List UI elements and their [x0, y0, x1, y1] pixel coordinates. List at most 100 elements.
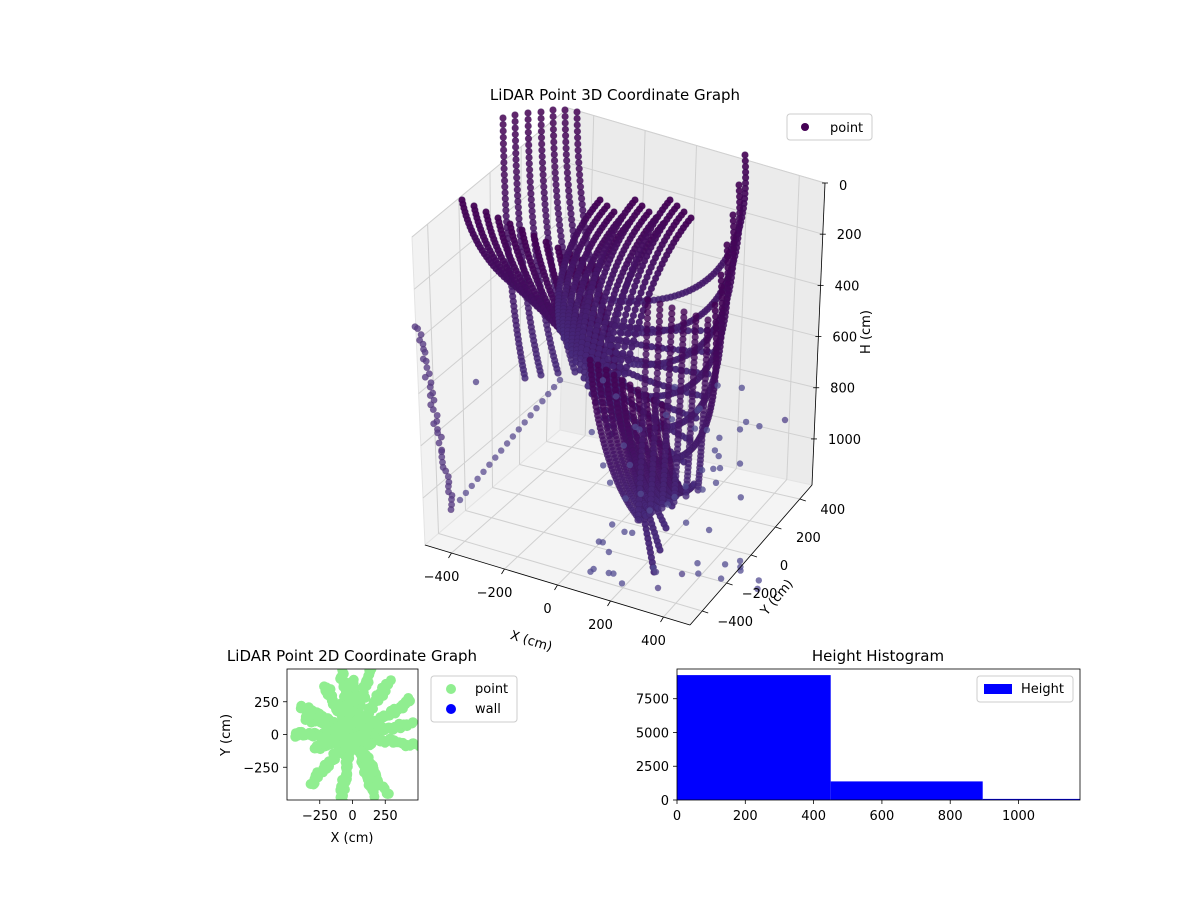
2d-data-point [308, 779, 319, 790]
2d-legend-label-wall: wall [475, 702, 501, 717]
3d-data-point [537, 127, 546, 136]
3d-data-point [633, 324, 642, 332]
3d-data-point [696, 405, 703, 412]
3d-data-point [468, 482, 475, 490]
2d-data-point [363, 739, 374, 750]
2d-data-point [364, 669, 375, 676]
3d-data-point [492, 454, 499, 461]
3d-data-point [503, 440, 511, 447]
3d-data-point [574, 146, 582, 155]
3d-z-tick-label: 200 [837, 228, 862, 243]
3d-data-point [435, 439, 443, 447]
2d-data-point [312, 741, 323, 751]
histogram-title: Height Histogram [812, 647, 944, 665]
2d-y-axis-label: Y (cm) [219, 714, 234, 757]
3d-data-point [515, 426, 522, 433]
3d-data-point [550, 138, 558, 146]
3d-data-point [737, 494, 744, 501]
3d-data-point [611, 322, 619, 330]
3d-data-point [429, 406, 437, 414]
3d-data-point [606, 479, 614, 486]
3d-data-point [694, 560, 701, 567]
chart-3d: LiDAR Point 3D Coordinate Graph −400 −200… [411, 86, 874, 655]
3d-data-point [462, 489, 470, 497]
3d-data-point [609, 362, 617, 371]
2d-y-tick-label: 0 [271, 729, 279, 744]
3d-data-point [524, 122, 532, 130]
2d-data-point [321, 682, 332, 693]
3d-data-point [716, 464, 724, 472]
3d-data-point [549, 125, 558, 134]
3d-data-point [668, 416, 676, 423]
2d-data-point [335, 700, 346, 711]
3d-data-point [538, 152, 546, 161]
3d-z-axis-line [811, 182, 826, 486]
3d-data-point [575, 158, 583, 167]
3d-data-point [705, 526, 713, 534]
3d-data-point [656, 546, 664, 554]
3d-z-tick-label: 0 [839, 179, 847, 194]
2d-data-point [369, 791, 380, 800]
3d-data-point [500, 152, 508, 161]
chart-2d: LiDAR Point 2D Coordinate Graph −250 0 250… [219, 647, 518, 846]
3d-data-point [626, 349, 634, 358]
3d-data-point [573, 108, 581, 116]
2d-x-tick-label: −250 [302, 809, 338, 824]
3d-data-point [621, 528, 628, 535]
3d-data-point [524, 115, 532, 124]
3d-data-point [525, 153, 533, 162]
histogram-bars [677, 675, 1080, 800]
3d-data-point [652, 568, 660, 576]
3d-data-point [754, 585, 761, 592]
3d-data-point [628, 343, 636, 351]
3d-data-point [521, 419, 528, 426]
2d-x-axis-label: X (cm) [331, 831, 374, 846]
3d-data-point [549, 119, 557, 127]
3d-data-point [537, 140, 546, 148]
3d-data-point [755, 577, 762, 584]
3d-data-point [620, 442, 627, 449]
3d-z-axis-label: H (cm) [859, 310, 874, 354]
3d-data-point [511, 117, 519, 126]
2d-legend: point wall [430, 675, 518, 723]
3d-data-point [615, 363, 624, 371]
3d-data-point [715, 452, 722, 460]
3d-data-point [537, 114, 545, 123]
histogram-legend: Height [976, 675, 1074, 703]
3d-data-point [486, 461, 493, 468]
3d-data-point [414, 325, 422, 333]
3d-data-point [554, 369, 562, 377]
3d-data-point [646, 507, 653, 514]
2d-point-cloud [290, 669, 418, 800]
3d-x-axis-label: X (cm) [508, 628, 554, 655]
3d-data-point [616, 329, 625, 337]
3d-data-point [612, 316, 621, 324]
3d-data-point [703, 426, 711, 434]
3d-data-point [561, 112, 569, 121]
2d-data-point [290, 728, 301, 739]
3d-x-tick-label: −400 [424, 570, 460, 585]
3d-data-point [634, 516, 642, 524]
3d-data-point [556, 376, 564, 384]
3d-data-point [607, 341, 615, 350]
2d-legend-marker-wall [446, 704, 456, 714]
3d-data-point [573, 114, 581, 123]
3d-z-tick-label: 800 [830, 382, 855, 397]
3d-data-point [561, 119, 569, 127]
2d-legend-marker-point [446, 684, 456, 694]
3d-data-point [698, 466, 706, 474]
3d-data-point [636, 426, 643, 433]
3d-data-point [509, 433, 517, 440]
3d-data-point [499, 127, 507, 135]
3d-data-point [421, 348, 429, 356]
3d-data-point [499, 114, 507, 122]
3d-data-point [605, 348, 614, 356]
3d-data-point [615, 335, 623, 344]
3d-data-point [629, 529, 636, 536]
2d-y-tick-label: 250 [254, 696, 279, 711]
chart-2d-title: LiDAR Point 2D Coordinate Graph [227, 647, 477, 665]
3d-data-point [499, 140, 508, 148]
3d-data-point [609, 521, 616, 528]
3d-data-point [561, 125, 570, 134]
3d-data-point [573, 134, 582, 142]
